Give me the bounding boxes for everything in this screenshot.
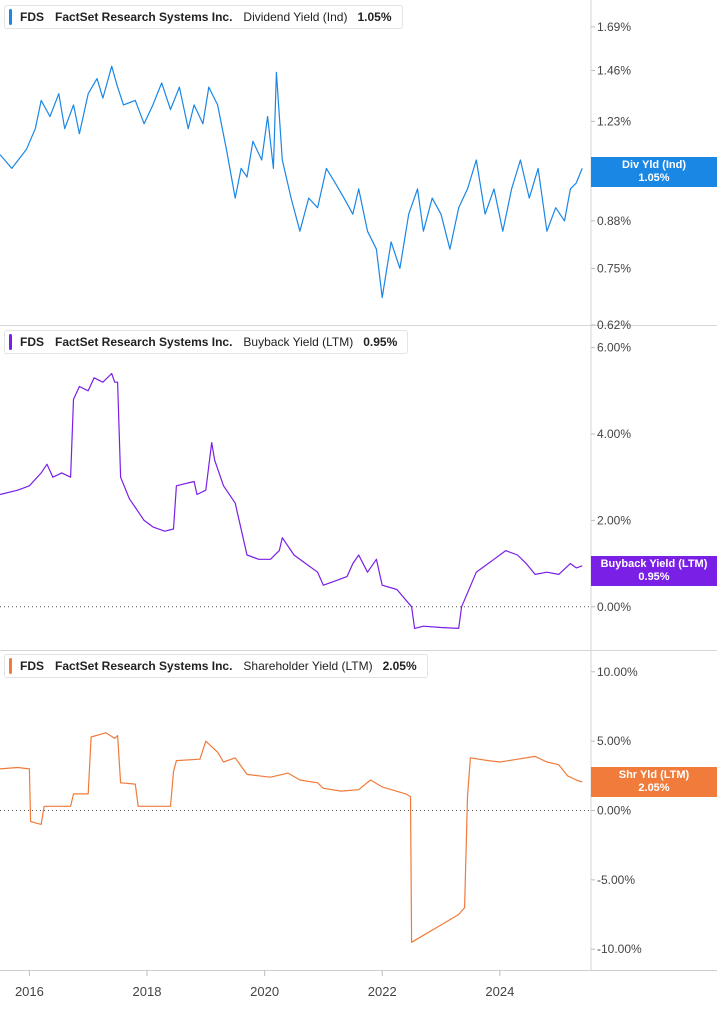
badge-value: 1.05% xyxy=(638,172,670,184)
legend-company: FactSet Research Systems Inc. xyxy=(55,10,233,24)
series-swatch-icon xyxy=(9,334,12,350)
y-tick-label: 6.00% xyxy=(597,341,631,355)
legend-ticker: FDS xyxy=(20,335,44,349)
series-swatch-icon xyxy=(9,658,12,674)
y-tick-label: -10.00% xyxy=(597,942,642,956)
x-tick-label: 2016 xyxy=(15,984,44,999)
legend-dividend-yield: FDS FactSet Research Systems Inc. Divide… xyxy=(4,5,403,29)
y-tick-label: 1.69% xyxy=(597,20,631,34)
legend-ticker: FDS xyxy=(20,10,44,24)
y-tick-label: 10.00% xyxy=(597,665,638,679)
badge-value: 0.95% xyxy=(638,571,670,583)
legend-metric: Dividend Yield (Ind) xyxy=(243,10,348,24)
y-tick-label: 1.46% xyxy=(597,63,631,77)
legend-value: 2.05% xyxy=(382,659,417,673)
y-tick-label: 0.75% xyxy=(597,261,631,275)
y-tick-label: 0.00% xyxy=(597,600,631,614)
badge-label: Buyback Yield (LTM) xyxy=(600,558,708,570)
badge-shareholder-yield: Shr Yld (LTM) 2.05% xyxy=(591,767,717,797)
badge-buyback-yield: Buyback Yield (LTM) 0.95% xyxy=(591,556,717,586)
series-line xyxy=(0,732,583,943)
x-tick-label: 2024 xyxy=(485,984,514,999)
series-line xyxy=(0,65,583,299)
y-tick-label: 0.62% xyxy=(597,318,631,332)
legend-value: 1.05% xyxy=(357,10,392,24)
series-line xyxy=(0,372,583,629)
x-tick-label: 2020 xyxy=(250,984,279,999)
badge-dividend-yield: Div Yld (Ind) 1.05% xyxy=(591,157,717,187)
legend-value: 0.95% xyxy=(363,335,398,349)
y-tick-label: 0.88% xyxy=(597,214,631,228)
y-tick-label: 0.00% xyxy=(597,804,631,818)
y-tick-label: 2.00% xyxy=(597,513,631,527)
badge-value: 2.05% xyxy=(638,782,670,794)
legend-shareholder-yield: FDS FactSet Research Systems Inc. Shareh… xyxy=(4,654,428,678)
legend-metric: Shareholder Yield (LTM) xyxy=(243,659,373,673)
series-swatch-icon xyxy=(9,9,12,25)
legend-company: FactSet Research Systems Inc. xyxy=(55,659,233,673)
y-tick-label: 5.00% xyxy=(597,734,631,748)
y-tick-label: 1.23% xyxy=(597,114,631,128)
legend-ticker: FDS xyxy=(20,659,44,673)
badge-label: Div Yld (Ind) xyxy=(622,159,686,171)
badge-label: Shr Yld (LTM) xyxy=(618,769,690,781)
y-tick-label: 4.00% xyxy=(597,427,631,441)
x-tick-label: 2018 xyxy=(133,984,162,999)
x-tick-label: 2022 xyxy=(368,984,397,999)
legend-company: FactSet Research Systems Inc. xyxy=(55,335,233,349)
y-tick-label: -5.00% xyxy=(597,873,635,887)
legend-buyback-yield: FDS FactSet Research Systems Inc. Buybac… xyxy=(4,330,409,354)
legend-metric: Buyback Yield (LTM) xyxy=(243,335,354,349)
